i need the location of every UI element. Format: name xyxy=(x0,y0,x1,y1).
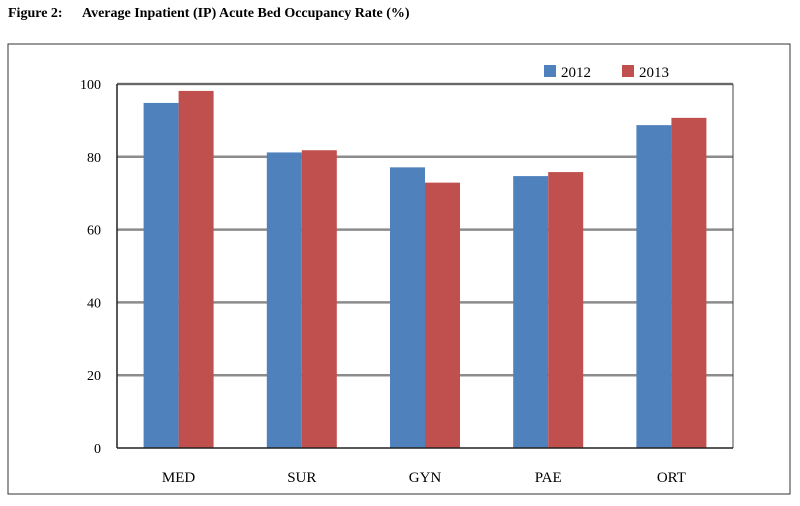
legend: 2012 2013 xyxy=(544,65,669,81)
bar-ort-2012 xyxy=(636,125,672,448)
x-tick-labels: MED SUR GYN PAE ORT xyxy=(162,470,686,486)
legend-label-2012: 2012 xyxy=(561,65,591,81)
bar-sur-2012 xyxy=(266,152,302,448)
bar-sur-2013 xyxy=(301,150,337,449)
y-tick-label-60: 60 xyxy=(87,224,101,239)
legend-swatch-2013 xyxy=(622,65,634,77)
bar-med-2012 xyxy=(143,102,179,448)
x-tick-label-pae: PAE xyxy=(535,470,562,486)
y-tick-label-0: 0 xyxy=(94,442,101,457)
figure-title: Average Inpatient (IP) Acute Bed Occupan… xyxy=(82,6,410,21)
y-tick-label-40: 40 xyxy=(87,296,101,311)
y-tick-label-100: 100 xyxy=(80,78,101,93)
bar-pae-2013 xyxy=(548,172,584,448)
legend-label-2013: 2013 xyxy=(639,65,669,81)
axes xyxy=(116,83,734,449)
bars xyxy=(143,90,707,449)
bar-gyn-2013 xyxy=(425,182,460,449)
x-tick-label-gyn: GYN xyxy=(409,470,442,486)
x-tick-label-med: MED xyxy=(162,470,196,486)
bar-gyn-2012 xyxy=(390,167,425,448)
bar-pae-2012 xyxy=(513,176,549,449)
y-tick-label-20: 20 xyxy=(87,369,101,384)
bar-ort-2013 xyxy=(671,117,707,449)
chart-border xyxy=(7,43,791,495)
figure-number: Figure 2: xyxy=(8,6,63,21)
bar-med-2013 xyxy=(178,90,214,448)
y-tick-label-80: 80 xyxy=(87,151,101,166)
legend-swatch-2012 xyxy=(544,65,556,77)
figure-caption: Figure 2: Average Inpatient (IP) Acute Be… xyxy=(8,6,410,22)
x-tick-label-sur: SUR xyxy=(287,470,316,486)
x-tick-label-ort: ORT xyxy=(657,470,686,486)
y-tick-labels: 0 20 40 60 80 100 xyxy=(80,78,101,457)
